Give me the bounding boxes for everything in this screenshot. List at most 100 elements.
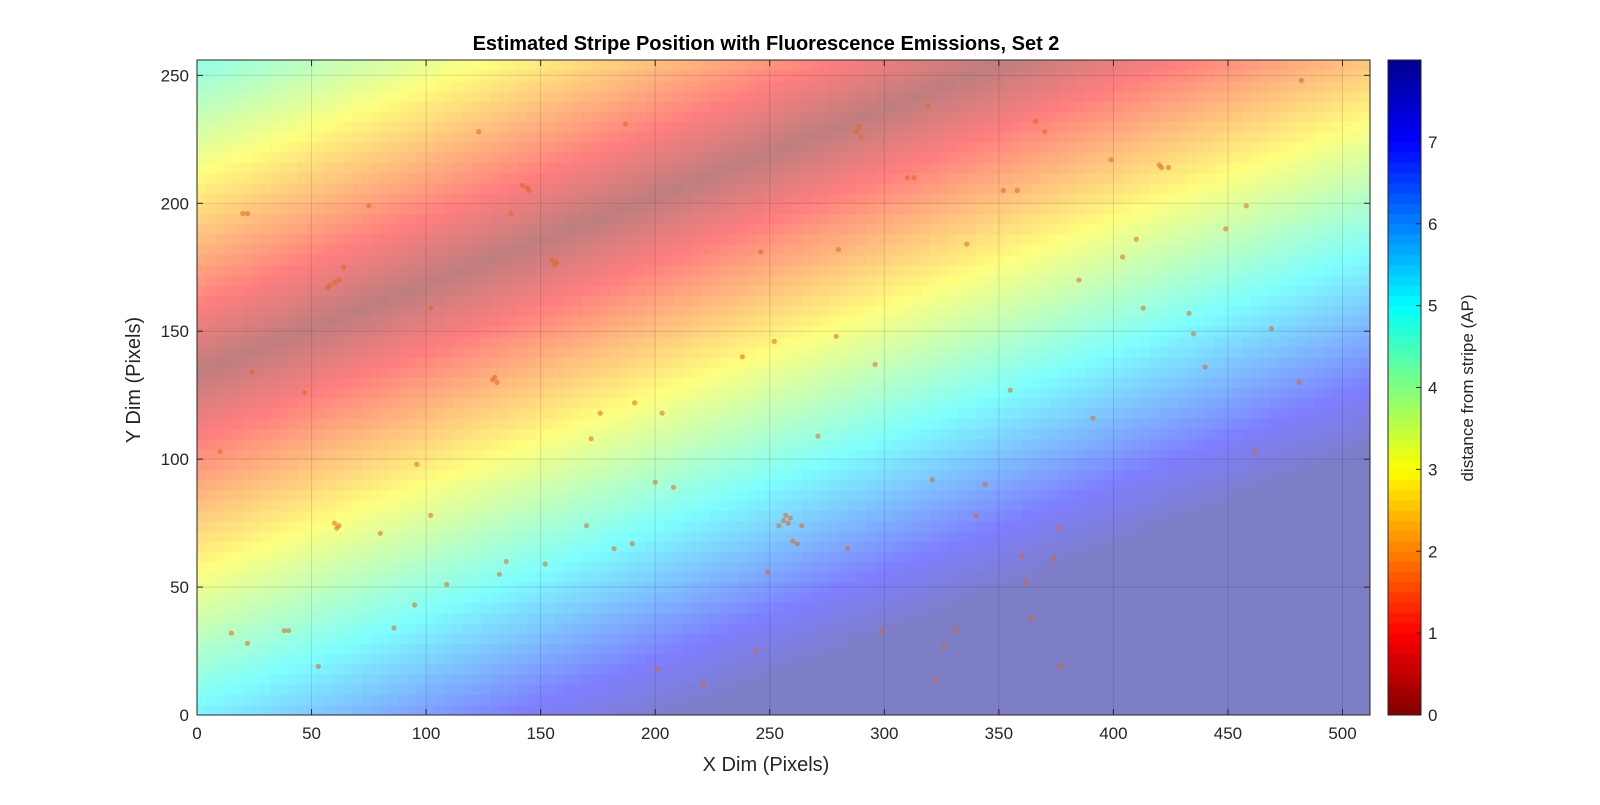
field-cell xyxy=(618,704,629,715)
field-cell xyxy=(792,602,803,614)
field-cell xyxy=(893,541,904,552)
field-cell xyxy=(233,203,244,215)
field-cell xyxy=(426,315,436,327)
field-cell xyxy=(875,326,885,337)
field-cell xyxy=(719,602,730,614)
field-cell xyxy=(444,541,455,552)
field-cell xyxy=(884,510,895,522)
field-cell xyxy=(499,684,510,696)
field-cell xyxy=(792,694,803,706)
field-cell xyxy=(673,111,684,122)
field-cell xyxy=(856,571,867,583)
field-cell xyxy=(664,121,675,133)
field-cell xyxy=(563,152,574,163)
field-cell xyxy=(499,581,510,593)
field-cell xyxy=(526,397,537,409)
field-cell xyxy=(398,541,409,552)
field-cell xyxy=(774,285,785,296)
field-cell xyxy=(884,448,895,460)
field-cell xyxy=(710,80,720,92)
field-cell xyxy=(251,60,262,71)
field-cell xyxy=(270,264,281,276)
field-cell xyxy=(875,581,885,593)
field-cell xyxy=(810,510,821,522)
field-cell xyxy=(288,418,299,430)
field-cell xyxy=(426,70,436,82)
field-cell xyxy=(728,397,739,409)
field-cell xyxy=(572,60,583,71)
field-cell xyxy=(536,305,546,317)
field-cell xyxy=(893,479,904,491)
field-cell xyxy=(756,223,766,235)
field-cell xyxy=(499,653,510,665)
field-cell xyxy=(865,193,876,204)
field-cell xyxy=(536,80,546,92)
field-cell xyxy=(471,704,482,715)
field-cell xyxy=(197,684,207,696)
field-cell xyxy=(774,305,785,317)
field-cell xyxy=(444,428,455,440)
field-cell xyxy=(627,254,638,266)
field-cell xyxy=(591,530,601,542)
field-cell xyxy=(783,121,794,133)
field-cell xyxy=(636,602,647,614)
field-cell xyxy=(215,428,226,440)
field-cell xyxy=(664,336,675,348)
field-cell xyxy=(682,694,693,706)
field-cell xyxy=(719,377,730,389)
field-cell xyxy=(490,643,501,655)
field-cell xyxy=(756,663,766,675)
field-cell xyxy=(774,162,785,174)
field-cell xyxy=(865,182,876,194)
field-cell xyxy=(224,305,235,317)
field-cell xyxy=(636,346,647,358)
field-cell xyxy=(371,100,381,112)
field-cell xyxy=(572,244,583,256)
field-cell xyxy=(325,674,336,685)
field-cell xyxy=(233,663,244,675)
field-cell xyxy=(810,305,821,317)
field-cell xyxy=(673,469,684,481)
field-cell xyxy=(554,438,565,450)
field-cell xyxy=(545,694,555,706)
field-cell xyxy=(591,274,601,286)
field-cell xyxy=(545,326,555,337)
field-cell xyxy=(600,367,610,378)
field-cell xyxy=(343,663,354,675)
field-cell xyxy=(297,459,308,470)
field-cell xyxy=(471,305,482,317)
field-cell xyxy=(673,70,684,82)
field-cell xyxy=(361,315,372,327)
field-cell xyxy=(288,684,299,696)
field-cell xyxy=(792,592,803,604)
field-cell xyxy=(581,622,592,634)
field-cell xyxy=(316,213,326,225)
field-cell xyxy=(215,622,226,634)
field-cell xyxy=(462,397,473,409)
field-cell xyxy=(297,141,308,153)
field-cell xyxy=(581,479,592,491)
field-cell xyxy=(838,684,849,696)
field-cell xyxy=(316,428,326,440)
field-cell xyxy=(563,592,574,604)
field-cell xyxy=(856,264,867,276)
field-cell xyxy=(746,663,757,675)
field-cell xyxy=(820,172,830,184)
field-cell xyxy=(536,152,546,163)
field-cell xyxy=(646,121,656,133)
field-cell xyxy=(334,633,345,644)
field-cell xyxy=(600,407,610,419)
field-cell xyxy=(581,264,592,276)
field-cell xyxy=(774,152,785,163)
field-cell xyxy=(673,407,684,419)
field-cell xyxy=(490,459,501,470)
field-cell xyxy=(673,213,684,225)
field-cell xyxy=(398,346,409,358)
field-cell xyxy=(224,315,235,327)
field-cell xyxy=(517,203,528,215)
field-cell xyxy=(508,469,519,481)
field-cell xyxy=(737,141,748,153)
field-cell xyxy=(526,254,537,266)
field-cell xyxy=(206,377,216,389)
field-cell xyxy=(206,121,216,133)
